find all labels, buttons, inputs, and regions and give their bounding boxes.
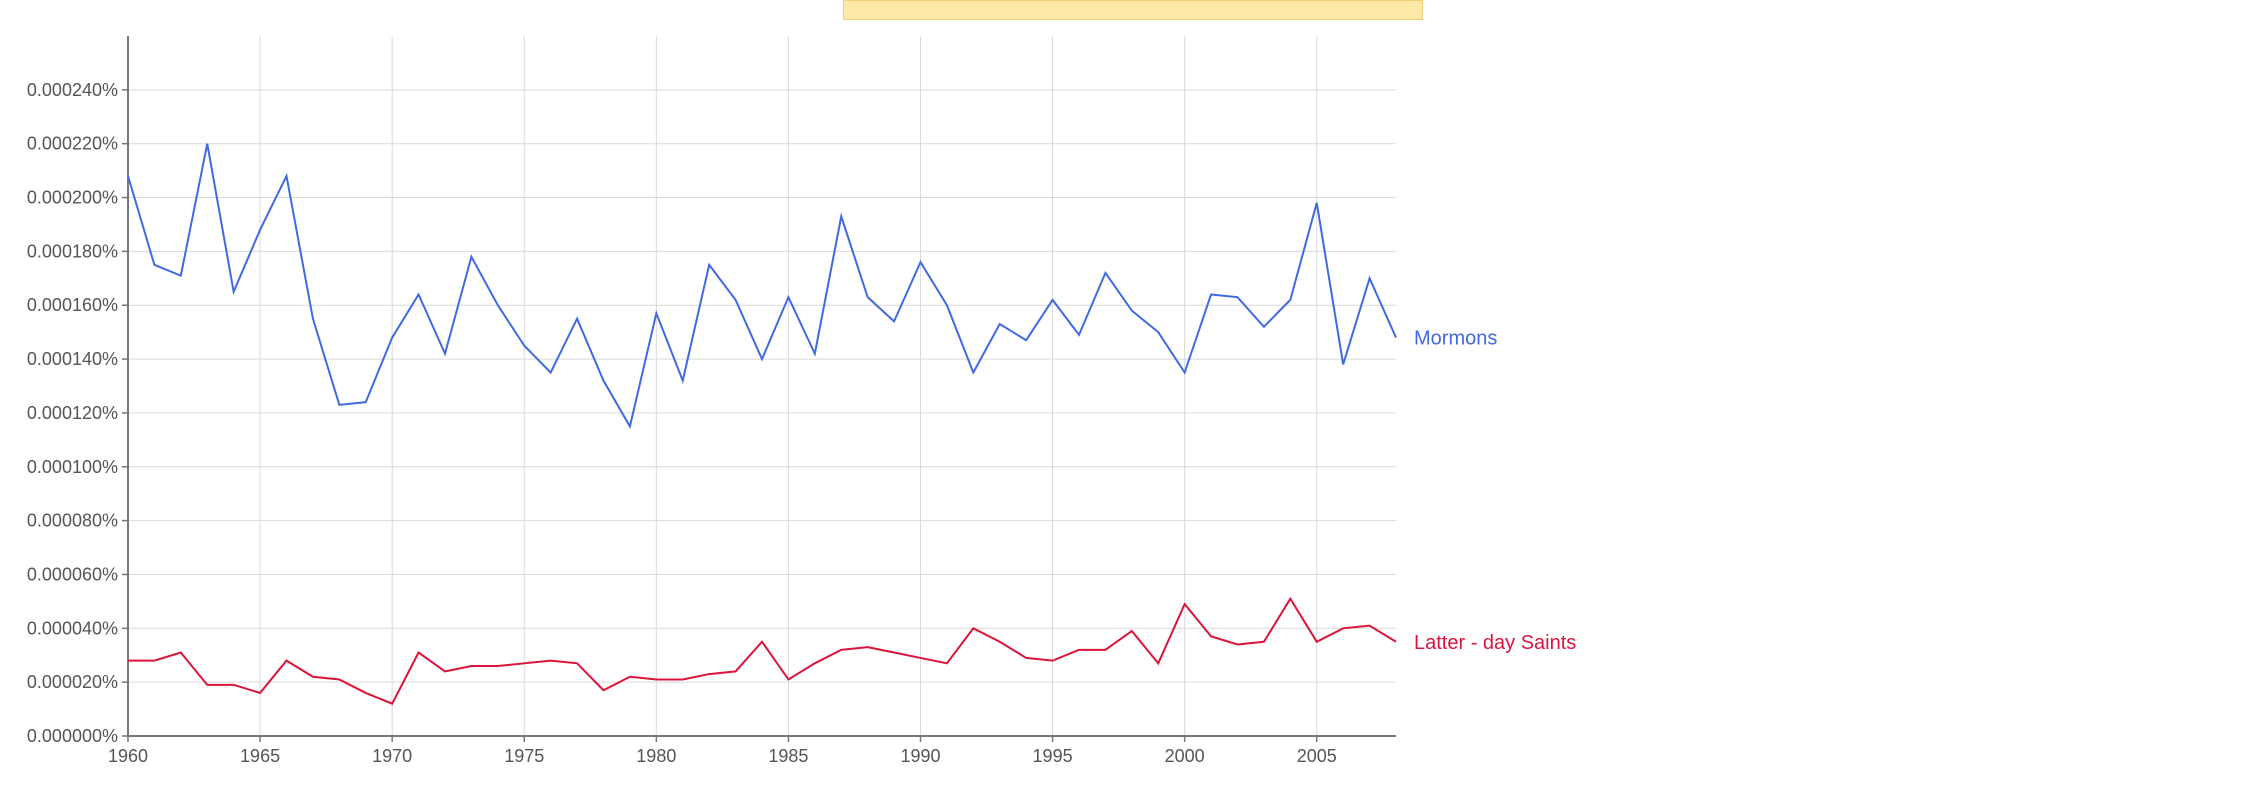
y-tick-label: 0.000240% [27, 80, 118, 100]
x-tick-label: 1985 [768, 746, 808, 766]
x-tick-label: 1970 [372, 746, 412, 766]
ngram-chart: 0.000000% 0.000020% 0.000040% 0.000060% 0.00… [0, 0, 2266, 786]
top-hint-bar [843, 0, 1423, 20]
y-tick-label: 0.000080% [27, 511, 118, 531]
x-tick-label: 1980 [636, 746, 676, 766]
legend-label-1: Latter - day Saints [1414, 632, 1576, 654]
x-tick-label: 1990 [900, 746, 940, 766]
y-tick-label: 0.000060% [27, 564, 118, 584]
y-tick-label: 0.000220% [27, 134, 118, 154]
y-tick-label: 0.000100% [27, 457, 118, 477]
y-tick-label: 0.000200% [27, 188, 118, 208]
y-tick-label: 0.000120% [27, 403, 118, 423]
y-tick-label: 0.000180% [27, 241, 118, 261]
legend-label-0: Mormons [1414, 328, 1497, 350]
x-tick-label: 1965 [240, 746, 280, 766]
x-tick-label: 1975 [504, 746, 544, 766]
y-tick-label: 0.000040% [27, 618, 118, 638]
y-tick-label: 0.000020% [27, 672, 118, 692]
chart-svg: 0.000000% 0.000020% 0.000040% 0.000060% 0.00… [0, 0, 2266, 786]
x-tick-label: 1995 [1033, 746, 1073, 766]
y-tick-label: 0.000000% [27, 726, 118, 746]
x-tick-label: 2005 [1297, 746, 1337, 766]
y-tick-label: 0.000160% [27, 295, 118, 315]
x-tick-label: 2000 [1165, 746, 1205, 766]
x-tick-label: 1960 [108, 746, 148, 766]
y-tick-label: 0.000140% [27, 349, 118, 369]
